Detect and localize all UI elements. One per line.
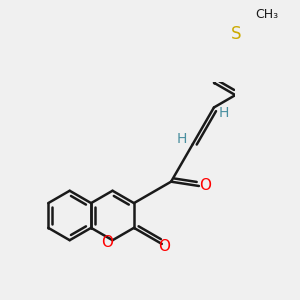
Text: H: H xyxy=(177,132,188,146)
Text: H: H xyxy=(219,106,230,120)
Text: O: O xyxy=(158,238,170,253)
Text: O: O xyxy=(101,235,113,250)
Text: S: S xyxy=(231,25,242,43)
Text: O: O xyxy=(200,178,211,194)
Text: CH₃: CH₃ xyxy=(255,8,278,21)
